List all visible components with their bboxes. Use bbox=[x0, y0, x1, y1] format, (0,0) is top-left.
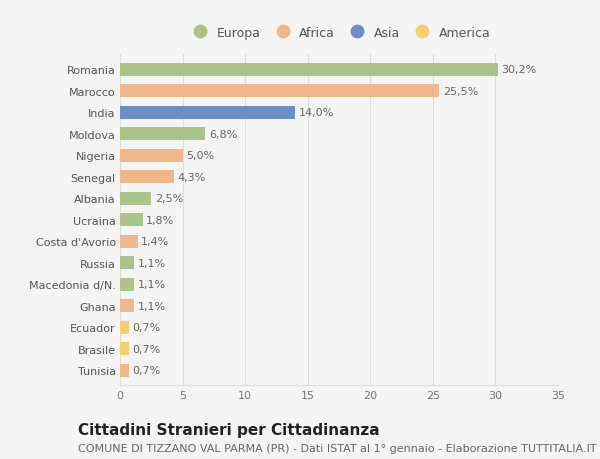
Bar bbox=[120, 128, 205, 141]
Bar bbox=[120, 85, 439, 98]
Bar bbox=[120, 171, 174, 184]
Text: 6,8%: 6,8% bbox=[209, 129, 237, 140]
Text: 0,7%: 0,7% bbox=[133, 365, 161, 375]
Bar bbox=[120, 257, 134, 270]
Text: 25,5%: 25,5% bbox=[443, 87, 478, 96]
Text: 1,1%: 1,1% bbox=[137, 280, 166, 290]
Bar bbox=[120, 342, 129, 356]
Bar bbox=[120, 106, 295, 119]
Text: 2,5%: 2,5% bbox=[155, 194, 183, 204]
Text: 4,3%: 4,3% bbox=[178, 173, 206, 182]
Text: 14,0%: 14,0% bbox=[299, 108, 334, 118]
Bar bbox=[120, 235, 137, 248]
Text: 0,7%: 0,7% bbox=[133, 344, 161, 354]
Text: 30,2%: 30,2% bbox=[502, 65, 537, 75]
Text: Cittadini Stranieri per Cittadinanza: Cittadini Stranieri per Cittadinanza bbox=[78, 422, 380, 437]
Bar bbox=[120, 300, 134, 313]
Text: COMUNE DI TIZZANO VAL PARMA (PR) - Dati ISTAT al 1° gennaio - Elaborazione TUTTI: COMUNE DI TIZZANO VAL PARMA (PR) - Dati … bbox=[78, 443, 596, 453]
Text: 1,4%: 1,4% bbox=[141, 237, 170, 247]
Bar bbox=[120, 364, 129, 377]
Text: 1,1%: 1,1% bbox=[137, 301, 166, 311]
Text: 1,1%: 1,1% bbox=[137, 258, 166, 268]
Bar bbox=[120, 278, 134, 291]
Bar bbox=[120, 214, 143, 227]
Text: 0,7%: 0,7% bbox=[133, 323, 161, 333]
Bar bbox=[120, 150, 182, 162]
Bar bbox=[120, 64, 498, 77]
Bar bbox=[120, 192, 151, 205]
Text: 1,8%: 1,8% bbox=[146, 215, 175, 225]
Legend: Europa, Africa, Asia, America: Europa, Africa, Asia, America bbox=[182, 22, 496, 45]
Text: 5,0%: 5,0% bbox=[187, 151, 214, 161]
Bar bbox=[120, 321, 129, 334]
